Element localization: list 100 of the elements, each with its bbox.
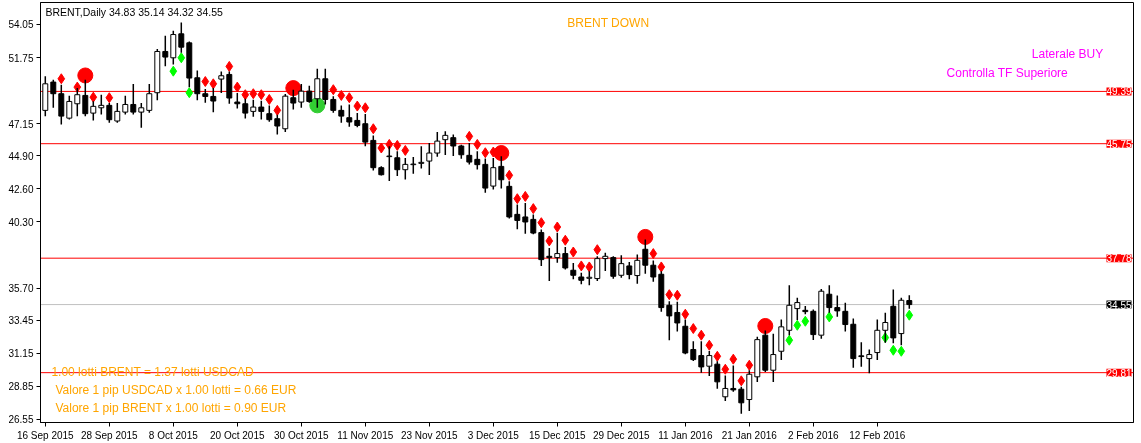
point [241,89,250,101]
point [473,138,482,150]
candlestick [794,297,801,320]
annotation: Valore 1 pip BRENT x 1.00 lotti = 0.90 EUR [55,400,287,415]
point [537,217,546,229]
candlestick [394,151,401,177]
candlestick [722,375,729,401]
candlestick [58,84,65,125]
annotation: Valore 1 pip USDCAD x 1.00 lotti = 0.66 EUR [55,383,297,398]
candlestick [146,84,153,113]
point [493,145,510,162]
point [177,52,186,64]
point [593,244,602,256]
y-tick-label: 35.70 [8,283,34,295]
y-tick-label: 42.60 [8,183,34,195]
candlestick [874,319,881,360]
candlestick [562,246,569,270]
candlestick [714,361,721,389]
candlestick [810,309,817,340]
point [793,319,802,331]
candlestick [834,295,841,317]
text: Laterale BUY [1031,46,1104,61]
point [249,88,258,100]
y-tick-label: 28.85 [8,381,34,393]
point [745,359,754,371]
point [265,93,274,105]
candlestick [666,301,673,341]
candlestick [178,22,185,53]
candlestick [738,386,745,414]
point [889,344,898,356]
candlestick [114,103,121,123]
text: Controlla TF Superiore [946,66,1069,81]
y-tick-label: 33.45 [8,315,34,327]
point [329,84,338,96]
point [705,339,714,351]
point [689,323,698,335]
y-tick-label: 44.90 [8,150,34,162]
candlestick [162,35,169,67]
x-tick-label: 29 Dec 2015 [592,429,651,441]
candlestick [450,134,457,157]
point [481,147,490,159]
point [393,139,402,151]
point [225,60,234,72]
point [569,246,578,258]
point [553,221,562,233]
point [209,78,218,90]
candlestick [514,204,521,230]
point [57,73,66,85]
candlestick [730,365,737,392]
point [353,100,362,112]
y-tick-label: 51.75 [8,52,34,64]
point [657,261,666,273]
point [385,138,394,150]
point [345,92,354,104]
point [721,363,730,375]
candlestick [346,104,353,127]
candlestick [362,113,369,147]
x-tick-label: 21 Jan 2016 [721,429,778,441]
candlestick [130,84,137,115]
point [401,144,410,156]
candlestick [50,79,57,108]
x-tick-label: 2 Feb 2016 [788,429,840,441]
candlestick [66,95,73,120]
annotation: BRENT DOWN [567,15,650,30]
candlestick [650,260,657,282]
point [169,65,178,77]
point [521,190,530,202]
point [201,76,210,87]
point [729,353,738,365]
candlestick [82,79,89,117]
candlestick [866,349,873,374]
point [529,203,538,215]
x-tick-label: 3 Dec 2015 [467,429,520,441]
point [825,311,834,323]
ref-line-label: 29.81 [1106,367,1132,379]
candlestick [418,146,425,169]
ref-line-label: 45.75 [1106,138,1132,150]
candlestick [642,239,649,274]
point [89,91,98,103]
point [697,329,706,341]
candlestick [138,103,145,128]
point [77,67,94,84]
candlestick [698,341,705,373]
candlestick [402,158,409,180]
candlestick [706,351,713,376]
y-tick-label: 26.55 [8,414,34,426]
candlestick [170,30,177,65]
point [577,260,586,272]
point [233,81,242,93]
candlestick [554,232,561,263]
candlestick [530,214,537,235]
point [681,308,690,320]
y-tick-label: 31.15 [8,348,34,360]
point [257,89,266,101]
x-tick-label: 12 Feb 2016 [849,429,906,441]
point [561,234,570,246]
point [377,142,386,154]
point [757,317,774,334]
candlestick [442,131,449,156]
candlestick [594,256,601,282]
